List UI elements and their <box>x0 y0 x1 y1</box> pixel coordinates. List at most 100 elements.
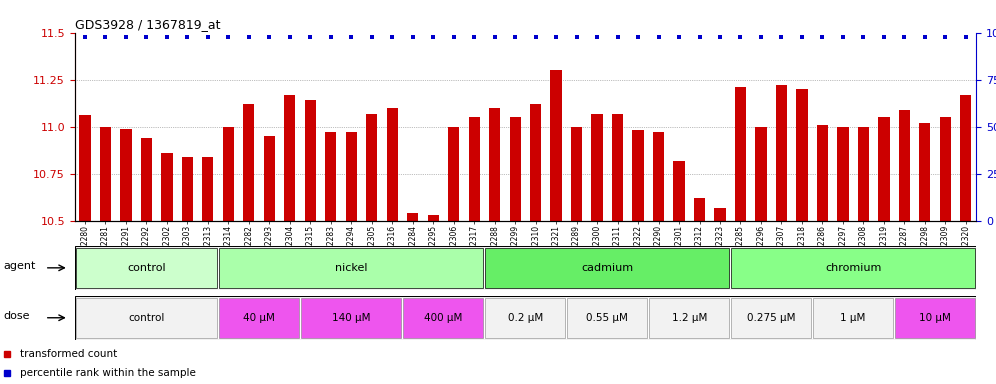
Bar <box>694 198 705 221</box>
Point <box>159 34 175 40</box>
Point <box>875 34 891 40</box>
Point <box>671 34 687 40</box>
Point <box>835 34 851 40</box>
Point <box>98 34 114 40</box>
Bar <box>649 298 729 338</box>
Text: GDS3928 / 1367819_at: GDS3928 / 1367819_at <box>75 18 220 31</box>
Bar <box>568 298 647 338</box>
Bar <box>284 95 296 221</box>
Bar <box>776 85 787 221</box>
Text: 10 μM: 10 μM <box>919 313 951 323</box>
Point <box>487 34 503 40</box>
Point <box>466 34 482 40</box>
Point <box>753 34 769 40</box>
Bar <box>817 125 828 221</box>
Bar <box>878 117 889 221</box>
Text: 0.2 μM: 0.2 μM <box>508 313 543 323</box>
Bar <box>755 127 767 221</box>
Point <box>917 34 933 40</box>
Point <box>630 34 646 40</box>
Bar <box>898 110 910 221</box>
Point <box>610 34 625 40</box>
Point <box>650 34 666 40</box>
Bar <box>551 70 562 221</box>
Bar <box>403 298 483 338</box>
Bar <box>485 298 566 338</box>
Bar <box>960 95 971 221</box>
Bar <box>427 215 439 221</box>
Bar <box>386 108 397 221</box>
Point <box>138 34 154 40</box>
Point <box>261 34 277 40</box>
Point <box>507 34 523 40</box>
Bar <box>80 116 91 221</box>
Text: transformed count: transformed count <box>20 349 118 359</box>
Bar <box>181 157 193 221</box>
Text: chromium: chromium <box>825 263 881 273</box>
Bar <box>489 108 500 221</box>
Bar <box>653 132 664 221</box>
Point <box>589 34 605 40</box>
Point <box>528 34 544 40</box>
Bar <box>301 298 401 338</box>
Bar <box>468 117 480 221</box>
Point <box>118 34 133 40</box>
Text: dose: dose <box>4 311 30 321</box>
Text: 1 μM: 1 μM <box>841 313 866 323</box>
Bar <box>202 157 213 221</box>
Bar <box>919 123 930 221</box>
Bar <box>592 114 603 221</box>
Bar <box>346 132 357 221</box>
Text: 0.275 μM: 0.275 μM <box>747 313 796 323</box>
Bar <box>632 131 643 221</box>
Bar <box>76 298 217 338</box>
Point <box>404 34 420 40</box>
Text: cadmium: cadmium <box>582 263 633 273</box>
Point <box>732 34 748 40</box>
Point <box>691 34 707 40</box>
Text: 140 μM: 140 μM <box>332 313 371 323</box>
Point <box>425 34 441 40</box>
Bar <box>219 248 483 288</box>
Point <box>774 34 790 40</box>
Point <box>220 34 236 40</box>
Point <box>323 34 339 40</box>
Point <box>364 34 379 40</box>
Point <box>815 34 831 40</box>
Bar <box>305 100 316 221</box>
Bar <box>858 127 870 221</box>
Bar <box>731 298 811 338</box>
Bar <box>895 298 975 338</box>
Text: agent: agent <box>4 261 36 271</box>
Point <box>856 34 872 40</box>
Text: nickel: nickel <box>335 263 368 273</box>
Bar <box>76 248 217 288</box>
Bar <box>140 138 152 221</box>
Point <box>569 34 585 40</box>
Bar <box>510 117 521 221</box>
Text: 40 μM: 40 μM <box>243 313 275 323</box>
Bar <box>219 298 299 338</box>
Point <box>794 34 810 40</box>
Bar <box>939 117 951 221</box>
Bar <box>838 127 849 221</box>
Text: 400 μM: 400 μM <box>424 313 462 323</box>
Bar <box>673 161 684 221</box>
Text: control: control <box>128 313 164 323</box>
Bar <box>571 127 583 221</box>
Bar <box>735 87 746 221</box>
Point <box>548 34 564 40</box>
Bar <box>813 298 893 338</box>
Point <box>384 34 400 40</box>
Point <box>303 34 319 40</box>
Point <box>282 34 298 40</box>
Point <box>712 34 728 40</box>
Bar <box>161 153 172 221</box>
Bar <box>731 248 975 288</box>
Point <box>179 34 195 40</box>
Point <box>344 34 360 40</box>
Point <box>241 34 257 40</box>
Point <box>958 34 974 40</box>
Bar <box>485 248 729 288</box>
Bar <box>448 127 459 221</box>
